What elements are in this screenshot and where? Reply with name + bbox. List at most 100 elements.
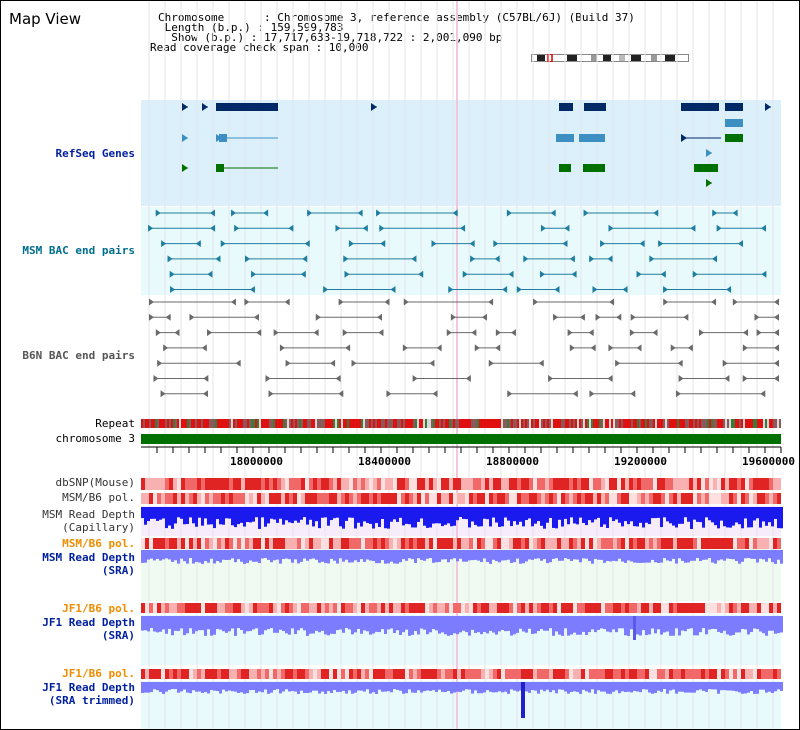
track-label-repeat[interactable]: Repeat xyxy=(95,417,135,430)
msm-depth-sra-bar xyxy=(210,550,213,559)
b6n-bac-pair-end xyxy=(163,344,169,352)
msm-depth-cap-bar xyxy=(405,507,408,524)
repeat-feature xyxy=(361,419,363,428)
jf1-depth-trim-bar xyxy=(423,682,426,692)
repeat-feature xyxy=(453,419,455,428)
dbsnp-cell xyxy=(357,478,361,490)
jf1-depth-trim-bar xyxy=(639,682,642,693)
msm-depth-cap-bar xyxy=(273,507,276,520)
jf1-depth-trim-bar xyxy=(720,682,723,691)
jf1-depth-sra-bar xyxy=(150,616,153,629)
jf1-depth-sra-bar xyxy=(282,616,285,632)
track-label-msm-bac[interactable]: MSM BAC end pairs xyxy=(22,244,135,257)
msm-depth-cap-bar xyxy=(744,507,747,519)
jf1-depth-sra-bar xyxy=(279,616,282,630)
b6n-bac-pair-end xyxy=(743,329,749,337)
b6n-bac-pair-end xyxy=(153,375,159,382)
pol-cell xyxy=(385,669,389,679)
repeat-feature xyxy=(615,419,617,428)
track-label-jf1-b6-pol-1[interactable]: JF1/B6 pol. xyxy=(62,602,135,615)
track-label-jf1-b6-pol-2[interactable]: JF1/B6 pol. xyxy=(62,667,135,680)
msm-depth-cap-bar xyxy=(657,507,660,518)
pol-cell xyxy=(277,538,281,549)
jf1-depth-sra-bar xyxy=(639,616,642,636)
repeat-feature xyxy=(623,419,625,428)
jf1-depth-trim-bar xyxy=(687,682,690,693)
msm-depth-sra-bar xyxy=(705,550,708,560)
pol-cell xyxy=(305,538,309,549)
repeat-feature xyxy=(161,419,163,428)
repeat-feature xyxy=(149,419,151,428)
jf1-depth-trim-bar xyxy=(360,682,363,691)
track-label-jf1-depth-sra[interactable]: JF1 Read Depth xyxy=(42,616,135,629)
pol-cell xyxy=(253,493,257,504)
pol-cell xyxy=(541,669,545,679)
repeat-feature xyxy=(183,419,185,428)
track-label-jf1-depth-trim[interactable]: JF1 Read Depth xyxy=(42,681,135,694)
pol-cell xyxy=(437,493,441,504)
refseq-track-area[interactable] xyxy=(141,100,781,206)
repeat-feature xyxy=(213,419,215,428)
track-label-msm-b6-pol-1[interactable]: MSM/B6 pol. xyxy=(62,491,135,504)
jf1-depth-trim-bar xyxy=(300,682,303,691)
track-label-msm-depth-sra[interactable]: MSM Read Depth xyxy=(42,551,135,564)
track-label-dbsnp[interactable]: dbSNP(Mouse) xyxy=(55,476,135,489)
track-label-b6n-bac[interactable]: B6N BAC end pairs xyxy=(22,349,135,362)
pol-cell xyxy=(441,669,445,679)
jf1-depth-trim-bar xyxy=(612,682,615,692)
pol-cell xyxy=(437,669,441,679)
pol-cell xyxy=(665,669,669,679)
repeat-feature xyxy=(655,419,657,428)
repeat-feature xyxy=(667,419,669,428)
jf1-depth-trim-bar xyxy=(489,682,492,692)
jf1-depth-sra-bar xyxy=(156,616,159,633)
pol-cell xyxy=(173,603,177,613)
pol-cell xyxy=(281,538,285,549)
pol-cell xyxy=(481,603,485,613)
msm-depth-sra-bar xyxy=(738,550,741,564)
jf1-depth-sra-bar xyxy=(726,616,729,635)
jf1-depth-trim-bar xyxy=(153,682,156,690)
msm-depth-sra-bar xyxy=(330,550,333,559)
track-label-msm-b6-pol-2[interactable]: MSM/B6 pol. xyxy=(62,537,135,550)
pol-cell xyxy=(625,669,629,679)
gene-exon xyxy=(559,164,571,172)
msm-depth-sra-bar xyxy=(360,550,363,560)
jf1-depth-trim-bar xyxy=(240,682,243,693)
pol-cell xyxy=(273,493,277,504)
repeat-feature xyxy=(677,419,679,428)
repeat-feature xyxy=(311,419,313,428)
jf1-depth-trim-bar xyxy=(393,682,396,690)
pol-cell xyxy=(641,669,645,679)
repeat-feature xyxy=(621,419,623,428)
jf1-depth-sra-bar xyxy=(348,616,351,630)
track-label-msm-depth-cap[interactable]: MSM Read Depth xyxy=(42,508,135,521)
pol-cell xyxy=(233,669,237,679)
pol-cell xyxy=(413,669,417,679)
b6n-bac-track-area[interactable] xyxy=(141,296,781,414)
msm-depth-cap-bar xyxy=(294,507,297,521)
repeat-feature xyxy=(673,419,675,428)
pol-cell xyxy=(641,493,645,504)
dbsnp-cell xyxy=(297,478,301,490)
pol-cell xyxy=(597,493,601,504)
jf1-depth-trim-bar xyxy=(369,682,372,694)
pol-cell xyxy=(501,669,505,679)
msm-bac-pair-end xyxy=(469,240,475,248)
jf1-depth-trim-bar xyxy=(141,682,144,693)
track-label-chromosome[interactable]: chromosome 3 xyxy=(55,432,135,445)
repeat-feature xyxy=(703,419,705,428)
chromosome-ideogram[interactable] xyxy=(531,54,689,62)
gene-exon xyxy=(216,164,224,172)
track-label-refseq[interactable]: RefSeq Genes xyxy=(55,147,135,160)
pol-cell xyxy=(377,603,381,613)
pol-cell xyxy=(365,538,369,549)
msm-depth-cap-bar xyxy=(357,507,360,523)
jf1-depth-trim-bar xyxy=(501,682,504,693)
pol-cell xyxy=(181,669,185,679)
pol-cell xyxy=(421,603,425,613)
dbsnp-cell xyxy=(169,478,173,490)
msm-bac-track-area[interactable] xyxy=(141,207,781,295)
repeat-feature xyxy=(579,419,581,428)
